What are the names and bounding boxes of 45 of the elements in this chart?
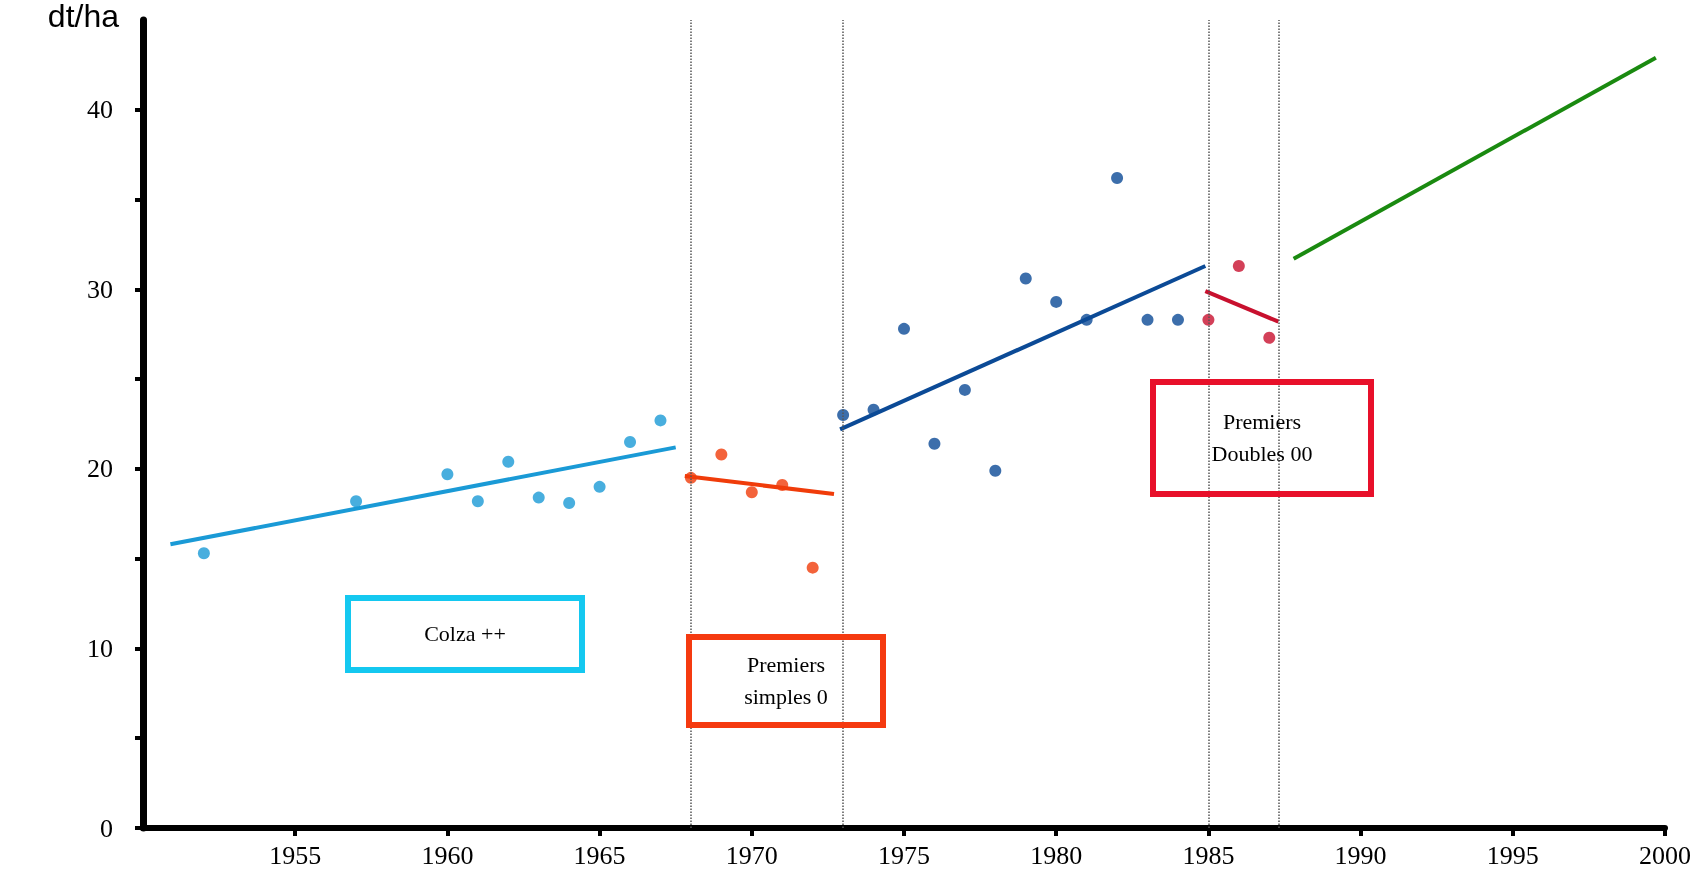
point <box>1111 172 1124 185</box>
point <box>745 486 758 499</box>
point <box>1263 331 1276 344</box>
y-tick-label: 0 <box>100 813 113 843</box>
x-tick-label: 1960 <box>421 840 474 870</box>
y-axis-title: dt/ha <box>47 0 120 34</box>
annotation: Colza ++ <box>424 620 506 648</box>
point <box>593 480 606 493</box>
x-tick-label: 1965 <box>573 840 626 870</box>
point <box>806 561 819 574</box>
point <box>654 414 667 427</box>
annotation: Premiers simples 0 <box>744 651 828 711</box>
x-tick-label: 1990 <box>1334 840 1387 870</box>
point <box>350 495 363 508</box>
point <box>1202 313 1215 326</box>
point <box>502 455 515 468</box>
point <box>715 448 728 461</box>
point <box>624 435 637 448</box>
annotation: Premiers Doubles 00 <box>1211 408 1313 468</box>
point <box>563 497 576 509</box>
y-tick-label: 40 <box>87 95 113 125</box>
point <box>441 468 454 481</box>
x-tick-label: 1995 <box>1486 840 1539 870</box>
point <box>1141 313 1154 326</box>
x-tick-label: 1970 <box>725 840 778 870</box>
y-tick-label: 20 <box>87 454 113 484</box>
point <box>1232 259 1245 272</box>
point <box>928 437 941 450</box>
y-tick-label: 10 <box>87 633 113 663</box>
y-tick-label: 30 <box>87 274 113 304</box>
point <box>197 547 210 560</box>
point <box>532 491 545 504</box>
point <box>898 322 910 335</box>
x-tick-label: 2000 <box>1639 840 1691 870</box>
point <box>989 464 1002 477</box>
x-tick-label: 1980 <box>1030 840 1083 870</box>
point <box>837 409 850 422</box>
point <box>958 383 971 396</box>
x-tick-label: 1955 <box>269 840 322 870</box>
x-tick-label: 1975 <box>878 840 930 870</box>
point <box>1171 313 1184 326</box>
point <box>1019 272 1032 285</box>
x-tick-label: 1985 <box>1182 840 1235 870</box>
point <box>471 495 484 508</box>
point <box>1050 295 1063 308</box>
